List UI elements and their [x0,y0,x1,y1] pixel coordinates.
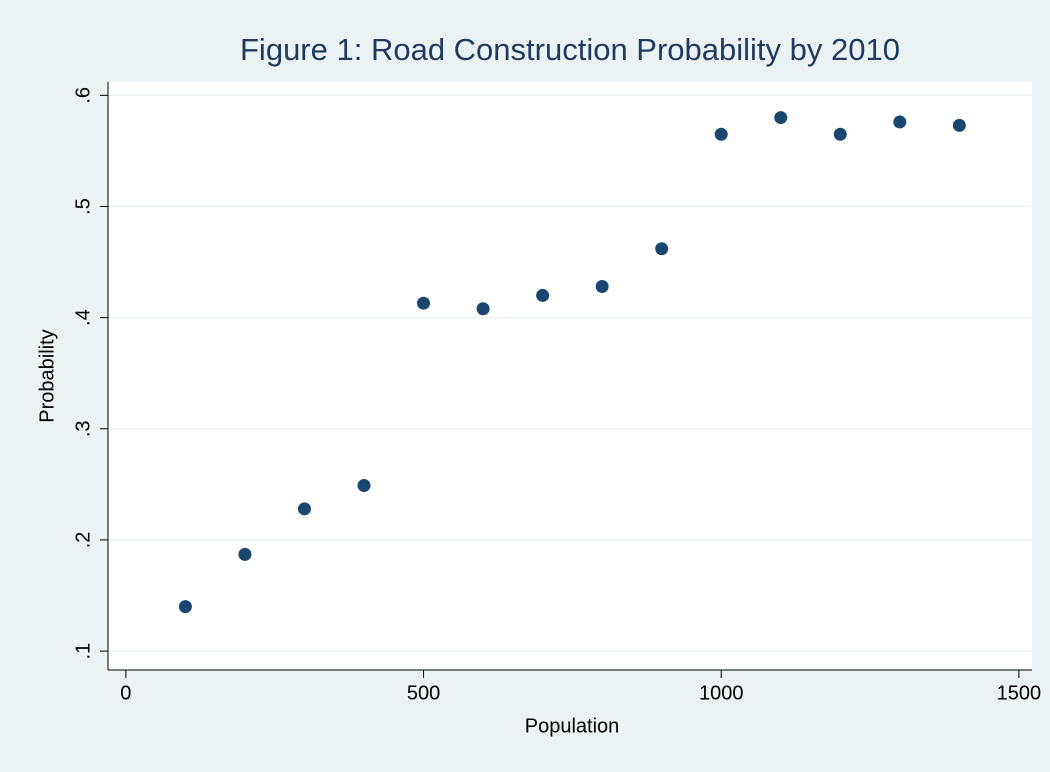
x-axis-label: Population [525,715,620,737]
x-tick-label: 1500 [997,682,1042,704]
y-tick-label: .4 [72,309,94,326]
point [297,502,311,516]
point [655,242,669,256]
chart-title: Figure 1: Road Construction Probability … [240,32,900,67]
y-tick-label: .1 [72,643,94,660]
point [238,547,252,561]
point [178,600,192,614]
point [595,280,609,294]
y-tick-label: .2 [72,532,94,549]
point [417,296,431,310]
plot-area [108,82,1032,670]
point [476,302,490,316]
point [357,478,371,492]
x-tick-label: 0 [120,682,131,704]
x-tick-label: 500 [407,682,440,704]
point [714,127,728,141]
y-axis-label: Probability [36,329,58,422]
x-tick-label: 1000 [699,682,744,704]
y-tick-label: .5 [72,198,94,215]
point [833,127,847,141]
point [952,118,966,132]
point [536,288,550,302]
y-tick-label: .3 [72,420,94,437]
point [893,115,907,129]
point [774,111,788,125]
y-tick-label: .6 [72,87,94,104]
